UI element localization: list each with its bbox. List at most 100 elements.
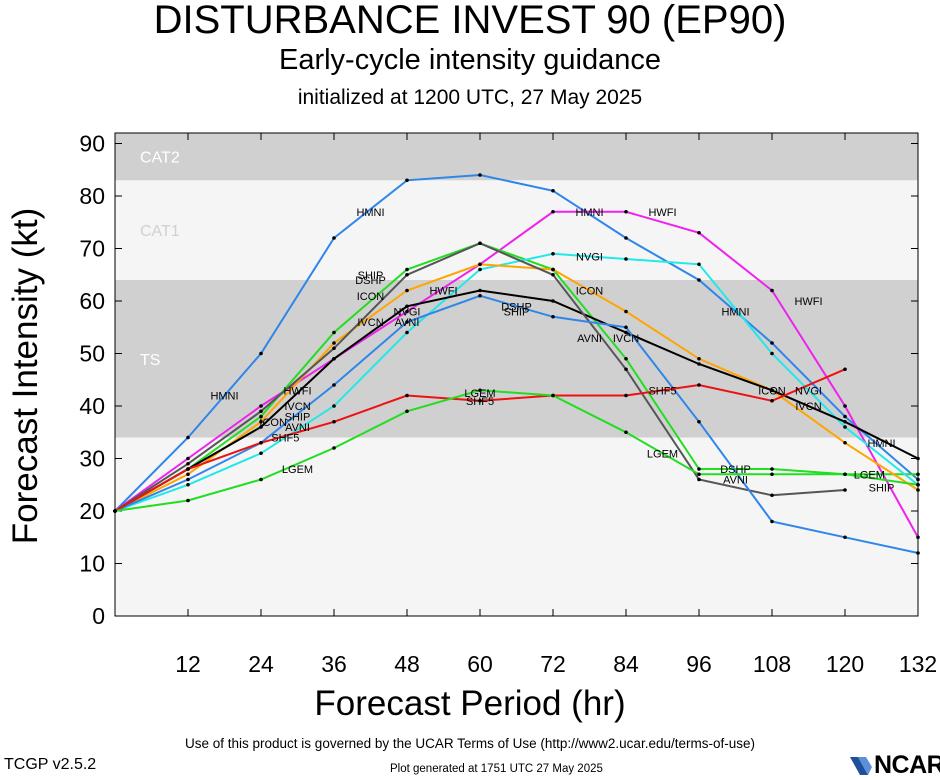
chart-subtitle: Early-cycle intensity guidance — [278, 44, 661, 76]
series-point-lgem — [624, 430, 628, 435]
series-point-lgem — [405, 409, 409, 414]
series-label-ship: SHIP — [504, 307, 530, 319]
x-tick-label: 84 — [613, 651, 639, 677]
series-label-icon: ICON — [357, 291, 385, 303]
series-point-icon — [697, 356, 701, 361]
version-label: TCGP v2.5.2 — [4, 756, 97, 773]
series-point-icon — [624, 309, 628, 314]
series-point-avni — [916, 551, 920, 555]
series-line-icon — [114, 263, 919, 512]
series-label-hmni: HMNI — [867, 438, 895, 450]
series-point-shf5 — [478, 398, 482, 403]
series-point-avni — [551, 314, 555, 319]
series-point-hmni — [259, 351, 263, 356]
series-point-lgem — [113, 509, 117, 513]
series-point-nvgi — [478, 267, 482, 272]
series-point-ship — [843, 488, 847, 492]
series-point-lgem — [843, 472, 847, 477]
series-label-shf5: SHF5 — [648, 385, 676, 397]
series-point-hmni — [551, 188, 555, 193]
series-point-hmni — [916, 477, 920, 482]
series-label-icon: ICON — [576, 286, 604, 298]
series-point-ivcn — [770, 388, 774, 393]
series-line-nvgi — [114, 252, 919, 512]
series-line-dshp — [114, 242, 918, 512]
band-cat1 — [115, 180, 918, 280]
series-point-hwfi — [697, 230, 701, 235]
series-point-nvgi — [186, 482, 190, 487]
series-point-shf5 — [405, 393, 409, 398]
series-point-shf5 — [770, 398, 774, 403]
series-point-ship — [551, 272, 555, 277]
series-line-lgem — [114, 389, 919, 512]
series-label-lgem: LGEM — [647, 448, 678, 460]
series-point-avni — [332, 383, 336, 387]
series-point-hmni — [843, 414, 847, 419]
series-point-icon — [916, 488, 920, 492]
series-point-nvgi — [843, 425, 847, 429]
series-label-ship: SHIP — [869, 482, 895, 494]
series-point-avni — [770, 519, 774, 524]
series-label-hmni: HMNI — [575, 207, 603, 219]
series-label-dshp: DSHP — [501, 301, 532, 313]
series-point-ivcn — [697, 362, 701, 366]
series-point-dshp — [697, 467, 701, 471]
series-label-hmni: HMNI — [210, 391, 238, 403]
series-point-dshp — [770, 467, 774, 471]
series-point-ivcn — [332, 356, 336, 361]
series-point-avni — [624, 325, 628, 330]
series-line-hmni — [114, 173, 919, 512]
series-label-ship: SHIP — [285, 412, 311, 424]
series-point-lgem — [770, 472, 774, 477]
series-point-hmni — [697, 278, 701, 282]
series-point-avni — [405, 320, 409, 324]
series-point-hwfi — [186, 456, 190, 461]
generated-timestamp: Plot generated at 1751 UTC 27 May 2025 — [390, 763, 603, 775]
series-point-hwfi — [770, 288, 774, 293]
series-point-avni — [843, 535, 847, 540]
series-point-shf5 — [624, 393, 628, 398]
series-point-icon — [551, 267, 555, 272]
series-label-avni: AVNI — [285, 422, 310, 434]
terms-of-use-notice: Use of this product is governed by the U… — [185, 736, 755, 751]
series-point-shf5 — [697, 383, 701, 387]
series-point-ship — [478, 241, 482, 246]
series-label-hwfi: HWFI — [794, 296, 822, 308]
x-tick-label: 24 — [248, 651, 274, 677]
series-point-nvgi — [697, 262, 701, 267]
y-tick-label: 40 — [79, 393, 105, 419]
ncar-logo-icon — [850, 757, 872, 775]
series-point-hwfi — [259, 404, 263, 408]
series-point-nvgi — [259, 451, 263, 456]
series-label-avni: AVNI — [395, 317, 420, 329]
series-point-hmni — [770, 341, 774, 345]
series-point-ship — [259, 409, 263, 414]
ncar-logo-text: NCAR — [874, 751, 940, 779]
series-label-hwfi: HWFI — [648, 207, 676, 219]
series-point-nvgi — [551, 251, 555, 256]
series-label-hmni: HMNI — [721, 307, 749, 319]
series-label-ivcn: IVCN — [357, 317, 383, 329]
y-axis-label: Forecast Intensity (kt) — [6, 207, 45, 545]
y-tick-label: 10 — [79, 551, 105, 577]
series-label-shf5: SHF5 — [271, 433, 299, 445]
series-label-hwfi: HWFI — [283, 385, 311, 397]
series-line-avni — [114, 294, 919, 554]
x-tick-label: 96 — [686, 651, 712, 677]
series-label-nvgi: NVGI — [394, 307, 421, 319]
series-label-nvgi: NVGI — [795, 385, 822, 397]
series-point-lgem — [259, 477, 263, 482]
x-tick-label: 48 — [394, 651, 420, 677]
series-point-shf5 — [332, 419, 336, 424]
band-label-cat1: CAT1 — [140, 223, 180, 240]
series-label-dshp: DSHP — [355, 275, 386, 287]
series-point-nvgi — [770, 351, 774, 356]
series-label-ivcn: IVCN — [795, 401, 821, 413]
x-tick-label: 120 — [826, 651, 864, 677]
series-point-hmni — [405, 178, 409, 183]
series-point-hwfi — [551, 209, 555, 214]
series-point-ivcn — [916, 456, 920, 461]
x-tick-label: 60 — [467, 651, 493, 677]
series-point-hwfi — [405, 309, 409, 314]
